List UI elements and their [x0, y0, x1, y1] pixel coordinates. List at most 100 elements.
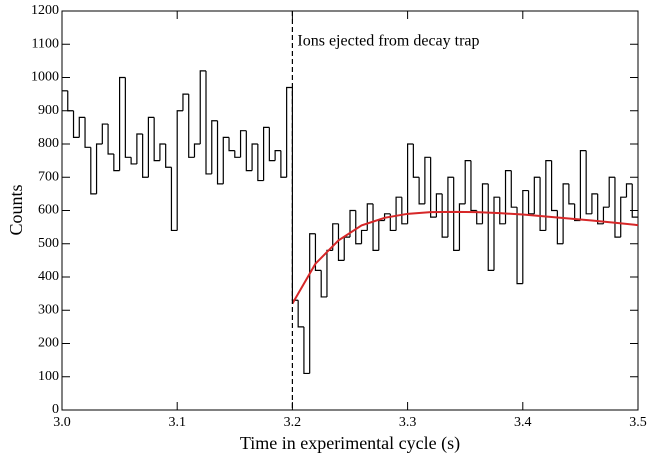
histogram-bin [239, 130, 247, 158]
annotation-text: Ions ejected from decay trap [297, 33, 479, 50]
histogram-bin [222, 136, 230, 184]
histogram-bin [424, 156, 431, 204]
histogram-bin [84, 117, 91, 148]
histogram-bin [113, 153, 120, 172]
y-tick-label: 1100 [32, 36, 59, 51]
histogram-bin [107, 124, 114, 155]
histogram-bin [481, 183, 489, 224]
histogram-bin [211, 120, 218, 174]
histogram-bin [447, 176, 454, 238]
histogram-bin [147, 116, 155, 178]
histogram-bin [579, 150, 587, 221]
y-tick-label: 0 [52, 402, 59, 417]
histogram-bin [574, 203, 581, 222]
histogram-bin [435, 193, 443, 218]
histogram-bin [614, 177, 621, 238]
histogram-bin [522, 189, 529, 284]
histogram-bin [205, 70, 212, 175]
histogram-bin [280, 150, 287, 178]
y-tick-label: 600 [38, 203, 59, 218]
histogram-bin [395, 196, 402, 231]
y-tick-label: 700 [38, 169, 59, 184]
histogram-bin [309, 233, 316, 374]
histogram-bin [568, 183, 575, 205]
histogram-bin [499, 197, 506, 225]
histogram-bin [366, 203, 374, 231]
histogram-bin [458, 203, 466, 251]
histogram-bin [170, 167, 178, 232]
histogram-bin [165, 144, 172, 168]
histogram-bin [124, 77, 132, 158]
histogram-bin [510, 170, 518, 208]
histogram-bin [487, 183, 494, 271]
histogram-bin [297, 300, 304, 328]
y-tick-label: 400 [38, 269, 59, 284]
histogram-bin [464, 160, 471, 204]
histogram-bin [401, 197, 408, 225]
histogram-bin [286, 86, 293, 178]
histogram-bin [176, 110, 183, 231]
histogram-bin [274, 150, 281, 161]
histogram-bin [533, 176, 541, 214]
y-tick-label: 100 [38, 369, 59, 384]
histogram-bin [504, 170, 512, 224]
histogram-bin [303, 326, 310, 375]
y-tick-label: 1000 [31, 70, 59, 85]
histogram-bin [245, 130, 253, 172]
fit-curve [291, 210, 639, 305]
histogram-bin [620, 196, 627, 238]
histogram-bin [556, 210, 564, 245]
histogram-bin [101, 123, 109, 144]
x-tick-label: 3.3 [399, 415, 417, 430]
histogram-bin [378, 219, 385, 251]
histogram-bin [551, 160, 558, 212]
histogram-bin [608, 176, 615, 208]
histogram-bin [597, 193, 604, 225]
histogram-bin [136, 133, 143, 164]
histogram-bin [412, 144, 420, 178]
histogram-bin [430, 157, 437, 218]
histogram-bin [263, 126, 270, 181]
histogram-bin [355, 210, 362, 245]
histogram-bin [470, 160, 477, 212]
histogram-bin [585, 150, 592, 215]
histogram-bin [251, 143, 258, 171]
y-tick-label: 200 [38, 336, 59, 351]
histogram-bin [453, 177, 460, 251]
histogram-bin [562, 183, 569, 244]
y-tick-label: 500 [38, 236, 59, 251]
histogram-bin [199, 70, 206, 144]
histogram-bin [228, 137, 235, 152]
histogram-bin [188, 94, 195, 158]
histogram-bin [332, 223, 339, 251]
x-tick-label: 3.4 [514, 415, 532, 430]
histogram-bin [527, 190, 535, 215]
histogram-bin [476, 210, 483, 225]
histogram-bin [320, 270, 327, 298]
histogram-bin [72, 110, 80, 138]
histogram-bin [372, 203, 379, 251]
histogram-bin [631, 183, 638, 218]
histogram-bin [216, 120, 224, 185]
histogram-bin [119, 76, 126, 171]
histogram-bin [326, 249, 333, 297]
x-tick-label: 3.1 [168, 415, 186, 430]
histogram-bin [591, 193, 598, 214]
histogram-bin [545, 160, 552, 231]
x-tick-label: 3.5 [629, 415, 647, 430]
histogram-bin [130, 157, 137, 165]
histogram-bin [516, 207, 523, 285]
histogram-bin [360, 229, 368, 244]
histogram-bin [314, 233, 322, 271]
histogram-bin [602, 206, 610, 224]
histogram-bin [159, 143, 166, 161]
histogram-bin [182, 93, 189, 111]
histogram-bin [234, 150, 241, 158]
histogram-bin [142, 134, 149, 178]
histogram-bin [418, 177, 425, 205]
histogram-bin [625, 183, 633, 198]
histogram-bin [539, 177, 546, 232]
histogram-bin [153, 117, 160, 162]
histogram-bin [268, 127, 276, 162]
